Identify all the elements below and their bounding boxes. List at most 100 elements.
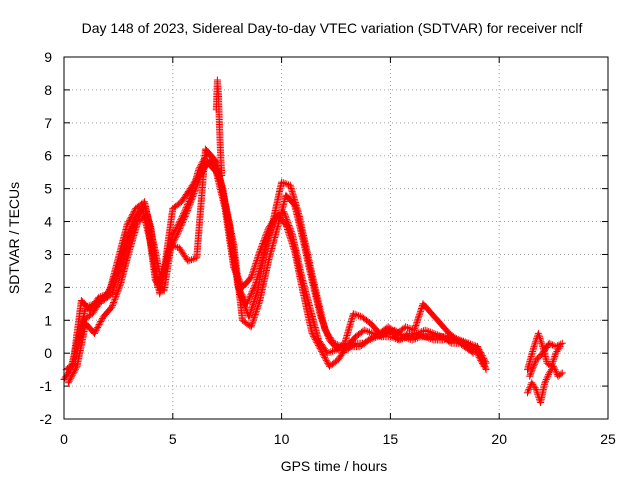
- data-point: [98, 296, 100, 298]
- data-point: [137, 221, 139, 223]
- data-point: [320, 349, 322, 351]
- data-point: [126, 224, 128, 226]
- data-point: [181, 201, 183, 203]
- data-point: [474, 349, 476, 351]
- data-point: [250, 326, 252, 328]
- x-tick-label: 15: [383, 431, 399, 447]
- x-tick-label: 25: [600, 431, 616, 447]
- data-point: [93, 332, 95, 334]
- data-point: [74, 362, 76, 364]
- data-point: [355, 336, 357, 338]
- data-point: [359, 346, 361, 348]
- data-point: [220, 155, 222, 157]
- data-point: [178, 247, 180, 249]
- y-tick-label: 3: [44, 246, 52, 262]
- data-point: [370, 323, 372, 325]
- y-tick-label: 1: [44, 312, 52, 328]
- data-point: [222, 188, 224, 190]
- data-point: [535, 359, 537, 361]
- data-point: [259, 250, 261, 252]
- y-tick-label: 6: [44, 148, 52, 164]
- data-point: [76, 365, 78, 367]
- data-point: [344, 342, 346, 344]
- data-point: [546, 362, 548, 364]
- data-point: [65, 369, 67, 371]
- data-point: [185, 214, 187, 216]
- data-point: [433, 332, 435, 334]
- data-point: [335, 349, 337, 351]
- data-point: [442, 339, 444, 341]
- data-point: [111, 293, 113, 295]
- data-point: [555, 346, 557, 348]
- data-point: [413, 329, 415, 331]
- data-point: [198, 168, 200, 170]
- data-point: [407, 332, 409, 334]
- data-point: [274, 217, 276, 219]
- data-point: [124, 247, 126, 249]
- data-point: [533, 346, 535, 348]
- y-tick-label: -1: [40, 378, 53, 394]
- data-point: [170, 244, 172, 246]
- data-point: [161, 283, 163, 285]
- data-point: [561, 342, 563, 344]
- data-point: [135, 207, 137, 209]
- data-point: [283, 211, 285, 213]
- data-point: [420, 336, 422, 338]
- data-point: [100, 300, 102, 302]
- series-track-6: [524, 362, 566, 406]
- data-point: [555, 352, 557, 354]
- data-point: [531, 382, 533, 384]
- data-point: [535, 388, 537, 390]
- data-point: [405, 326, 407, 328]
- data-point-markers: [64, 148, 490, 387]
- data-point: [152, 240, 154, 242]
- data-point: [429, 336, 431, 338]
- data-point: [120, 283, 122, 285]
- data-point: [281, 181, 283, 183]
- data-point: [346, 349, 348, 351]
- data-point: [483, 365, 485, 367]
- data-point: [352, 313, 354, 315]
- plot-frame: [63, 56, 609, 420]
- data-point: [411, 339, 413, 341]
- data-point: [298, 214, 300, 216]
- data-point: [526, 369, 528, 371]
- data-point: [80, 300, 82, 302]
- data-point: [109, 290, 111, 292]
- data-point: [259, 300, 261, 302]
- data-point: [402, 336, 404, 338]
- data-point: [291, 234, 293, 236]
- data-point: [111, 306, 113, 308]
- x-tick-label: 5: [169, 431, 177, 447]
- data-point: [326, 352, 328, 354]
- data-points: [60, 76, 566, 406]
- y-tick-label: 7: [44, 115, 52, 131]
- data-point: [265, 240, 267, 242]
- data-point: [424, 329, 426, 331]
- data-point: [216, 79, 218, 81]
- data-point: [379, 332, 381, 334]
- data-point: [548, 342, 550, 344]
- data-point: [213, 158, 215, 160]
- data-point: [67, 382, 69, 384]
- series-track-2: [64, 148, 490, 387]
- data-point-markers: [69, 155, 477, 370]
- data-point: [446, 336, 448, 338]
- chart-title: Day 148 of 2023, Sidereal Day-to-day VTE…: [82, 20, 583, 36]
- data-point: [368, 339, 370, 341]
- data-point: [544, 382, 546, 384]
- data-point: [268, 260, 270, 262]
- data-point: [221, 174, 223, 176]
- y-tick-label: 0: [44, 345, 52, 361]
- data-point: [115, 273, 117, 275]
- series-track-7: [526, 339, 566, 380]
- data-point: [231, 244, 233, 246]
- data-point: [457, 339, 459, 341]
- data-point: [187, 260, 189, 262]
- data-point: [542, 346, 544, 348]
- data-point: [526, 392, 528, 394]
- data-point: [83, 319, 85, 321]
- data-point: [172, 207, 174, 209]
- data-point: [437, 336, 439, 338]
